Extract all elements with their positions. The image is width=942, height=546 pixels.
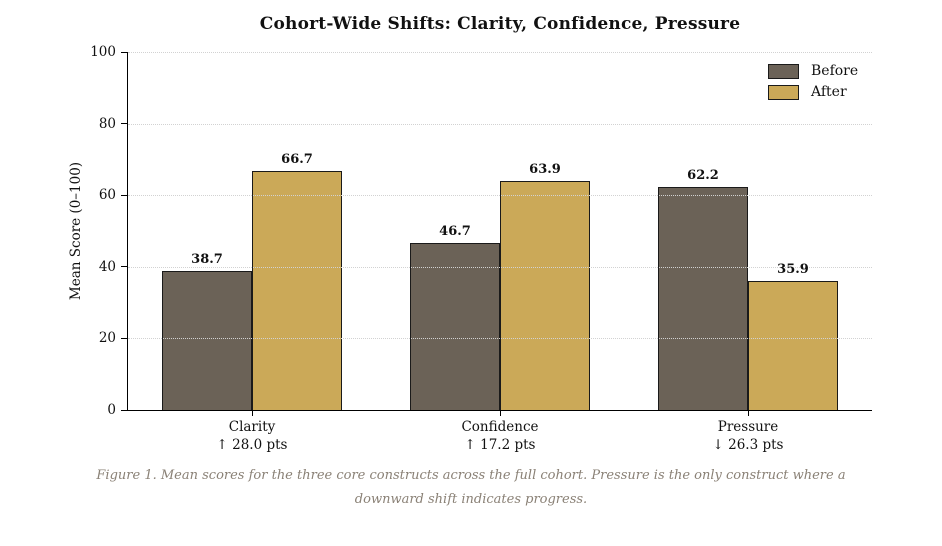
- bar-value-before-clarity: 38.7: [191, 252, 223, 268]
- bar-after-pressure: [748, 281, 838, 410]
- x-tick-confidence: [500, 411, 502, 416]
- x-axis-line: [127, 410, 872, 412]
- chart-title: Cohort-Wide Shifts: Clarity, Confidence,…: [259, 14, 741, 34]
- bar-value-before-confidence: 46.7: [439, 223, 471, 239]
- y-axis-line: [127, 52, 129, 411]
- legend: Before After: [768, 61, 858, 103]
- category-delta-clarity: ↑ 28.0 pts: [216, 437, 288, 453]
- x-tick-label-pressure: Pressure ↓ 26.3 pts: [648, 418, 848, 454]
- bar-before-confidence: [410, 242, 500, 410]
- y-tick-80: [121, 123, 127, 125]
- gridline-y-20: [128, 338, 872, 340]
- bar-before-clarity: [162, 271, 252, 410]
- category-label-pressure: Pressure: [717, 419, 779, 435]
- x-tick-clarity: [252, 411, 254, 416]
- y-tick-60: [121, 194, 127, 196]
- y-tick-label-40: 40: [98, 258, 116, 275]
- y-tick-20: [121, 337, 127, 340]
- y-tick-100: [121, 51, 127, 53]
- x-tick-label-confidence: Confidence ↑ 17.2 pts: [400, 418, 600, 454]
- figure-caption-text: Figure 1. Mean scores for the three core…: [96, 468, 846, 507]
- legend-swatch-before: [768, 64, 799, 79]
- y-tick-label-0: 0: [107, 402, 116, 418]
- gridline-y-80: [128, 123, 872, 125]
- bar-after-confidence: [500, 181, 590, 410]
- category-label-confidence: Confidence: [461, 419, 539, 435]
- category-delta-pressure: ↓ 26.3 pts: [712, 437, 784, 453]
- bar-after-clarity: [252, 171, 342, 410]
- y-tick-label-60: 60: [98, 187, 116, 204]
- bar-value-after-pressure: 35.9: [777, 262, 809, 278]
- gridline-y-60: [128, 195, 872, 197]
- category-label-clarity: Clarity: [228, 419, 276, 435]
- x-tick-label-clarity: Clarity ↑ 28.0 pts: [152, 418, 352, 454]
- y-axis-title: Mean Score (0–100): [68, 161, 84, 301]
- legend-label-after: After: [811, 84, 847, 100]
- bar-value-before-pressure: 62.2: [687, 168, 719, 184]
- bar-value-after-confidence: 63.9: [529, 162, 561, 178]
- legend-label-before: Before: [811, 63, 859, 79]
- category-delta-confidence: ↑ 17.2 pts: [464, 437, 536, 453]
- x-tick-pressure: [748, 411, 750, 416]
- y-tick-label-80: 80: [98, 115, 116, 132]
- figure-caption: Figure 1. Mean scores for the three core…: [0, 464, 942, 512]
- y-tick-0: [121, 409, 127, 411]
- bar-value-after-clarity: 66.7: [281, 152, 313, 168]
- y-tick-label-20: 20: [98, 330, 116, 347]
- bar-before-pressure: [658, 187, 748, 410]
- gridline-y-100: [128, 52, 872, 53]
- gridline-y-40: [128, 266, 872, 268]
- y-tick-label-100: 100: [90, 44, 116, 60]
- y-tick-40: [121, 266, 127, 268]
- legend-item-after: After: [768, 82, 858, 103]
- legend-item-before: Before: [768, 61, 858, 82]
- legend-swatch-after: [768, 85, 799, 100]
